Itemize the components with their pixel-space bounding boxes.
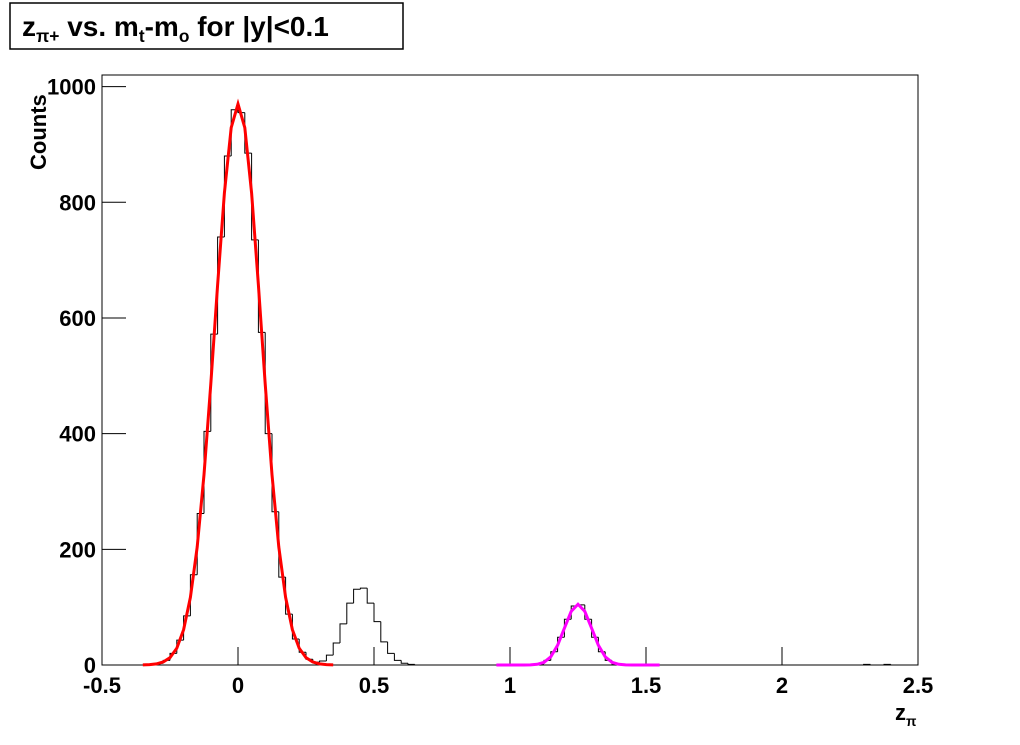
x-tick-label: 2 (776, 673, 788, 698)
histogram-bin (883, 663, 891, 665)
histogram-bin (353, 588, 361, 604)
x-axis-label: zπ (895, 700, 917, 729)
x-tick-label: 0 (232, 673, 244, 698)
subscript: o (179, 26, 190, 46)
y-tick-label: 400 (59, 422, 96, 447)
histogram-bin (393, 653, 402, 661)
histogram-bin (346, 602, 354, 624)
histogram-bin (414, 664, 422, 666)
histogram-bin (863, 663, 871, 665)
title-box (9, 2, 404, 50)
histogram-bin (332, 642, 340, 656)
histogram-bin (400, 660, 408, 664)
y-tick-label: 600 (59, 306, 96, 331)
histogram-bin (890, 664, 898, 666)
y-axis-label: Counts (26, 94, 51, 170)
histogram-bin (387, 641, 395, 654)
x-tick-label: 1 (504, 673, 516, 698)
text-part: -m (145, 11, 179, 42)
histogram-bin (380, 621, 388, 643)
text-part: vs. m (59, 11, 138, 42)
x-tick-label: 2.5 (903, 673, 934, 698)
histogram-bin (319, 660, 327, 663)
text-part: z (895, 700, 906, 725)
histogram-bin (339, 623, 347, 644)
y-tick-label: 200 (59, 537, 96, 562)
fit-curve (496, 602, 660, 667)
x-tick-label: 0.5 (359, 673, 390, 698)
histogram-bin (373, 603, 381, 623)
histogram-bin (366, 588, 374, 604)
text-part: for |y|<0.1 (189, 11, 328, 42)
subscript: t (139, 26, 145, 46)
histogram-bin (359, 587, 368, 590)
y-tick-label: 800 (59, 190, 96, 215)
y-tick-label: 0 (84, 653, 96, 678)
histogram-bin (407, 663, 415, 665)
y-tick-label: 1000 (47, 75, 96, 100)
histogram-bin (325, 654, 334, 661)
x-tick-label: 1.5 (631, 673, 662, 698)
x-tick-label: -0.5 (83, 673, 121, 698)
subscript: π+ (36, 26, 59, 46)
histogram-bin (237, 109, 245, 114)
chart-title: zπ+ vs. mt-mo for |y|<0.1 (22, 11, 329, 46)
fit-curve (142, 98, 334, 667)
text-part: z (22, 11, 36, 42)
histogram-bin (869, 664, 878, 666)
subscript: π (906, 714, 917, 729)
